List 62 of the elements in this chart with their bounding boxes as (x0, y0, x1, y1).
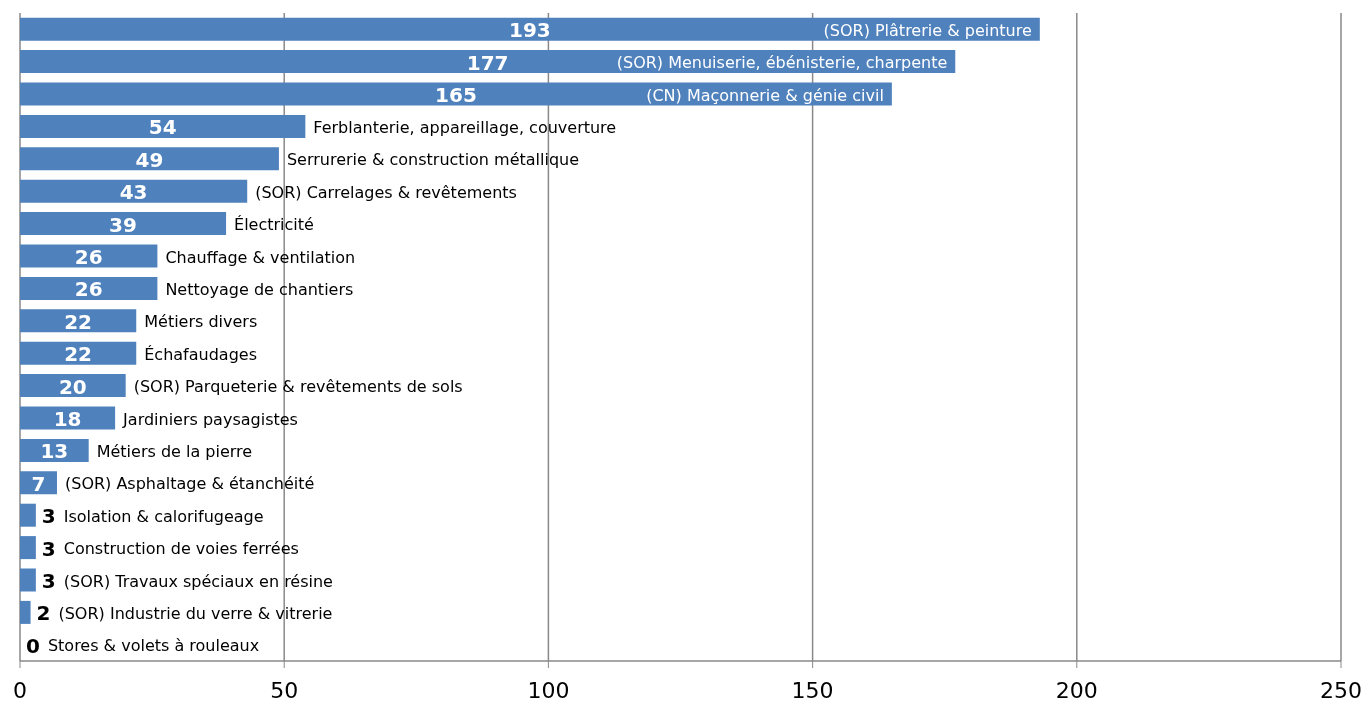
bar (20, 374, 126, 398)
x-tick-label: 0 (13, 677, 27, 703)
x-tick-label: 50 (270, 677, 299, 703)
bar (20, 114, 306, 138)
bar (20, 536, 36, 560)
y-tick-label: Stores & volets à rouleaux (47, 636, 260, 656)
y-tick-label: (SOR) Plâtrerie & peinture (823, 20, 1032, 40)
y-tick-label: (SOR) Industrie du verre & vitrerie (58, 603, 333, 623)
bar (20, 341, 137, 365)
y-tick-label: Électricité (234, 215, 314, 235)
y-tick-label: Chauffage & ventilation (165, 247, 356, 267)
y-tick-label: Métiers de la pierre (96, 441, 253, 461)
data-label: 3 (41, 504, 56, 529)
y-tick-label: Jardiniers paysagistes (122, 409, 298, 429)
bar (20, 568, 36, 592)
bar (20, 179, 248, 203)
y-tick-label: Ferblanterie, appareillage, couverture (313, 117, 617, 137)
data-label: 0 (26, 633, 40, 658)
y-tick-label: (SOR) Menuiserie, ébénisterie, charpente (616, 53, 948, 73)
bar (20, 503, 36, 527)
x-tick-label: 250 (1320, 677, 1362, 703)
y-tick-label: Isolation & calorifugeage (63, 506, 264, 526)
y-tick-label: (SOR) Carrelages & revêtements (255, 182, 517, 202)
bar (20, 50, 956, 74)
data-label: 7 (31, 471, 46, 496)
bar (20, 309, 137, 333)
bar (20, 82, 892, 106)
y-tick-label: Métiers divers (144, 312, 258, 332)
data-label: 49 (135, 147, 164, 172)
x-tick-label: 150 (791, 677, 834, 703)
data-label: 22 (64, 309, 93, 334)
y-tick-label: Échafaudages (144, 344, 257, 364)
y-tick-label: Nettoyage de chantiers (165, 279, 354, 299)
data-label: 20 (58, 374, 87, 399)
data-label: 2 (36, 601, 51, 626)
bar (20, 276, 158, 300)
data-label: 13 (40, 439, 69, 464)
bar (20, 212, 227, 236)
data-label: 54 (148, 115, 177, 140)
y-tick-label: Serrurerie & construction métallique (286, 150, 580, 170)
bar (20, 600, 31, 624)
x-tick-label: 100 (527, 677, 570, 703)
data-label: 26 (74, 245, 103, 269)
bar (20, 244, 158, 268)
y-tick-label: Construction de voies ferrées (63, 539, 299, 559)
data-label: 18 (53, 407, 82, 431)
data-label: 193 (509, 18, 551, 43)
data-label: 22 (64, 342, 93, 367)
bar (20, 147, 279, 171)
data-label: 165 (435, 83, 477, 107)
data-label: 26 (74, 277, 103, 302)
y-tick-label: (CN) Maçonnerie & génie civil (646, 85, 884, 105)
y-tick-label: (SOR) Asphaltage & étanchéité (64, 474, 315, 494)
y-tick-label: (SOR) Travaux spéciaux en résine (63, 571, 333, 591)
data-label: 3 (41, 569, 56, 593)
data-label: 43 (119, 180, 148, 205)
data-label: 177 (466, 50, 509, 75)
x-tick-label: 200 (1055, 677, 1098, 703)
data-label: 3 (41, 536, 56, 561)
data-label: 39 (109, 212, 137, 237)
bar (20, 17, 1040, 41)
y-tick-label: (SOR) Parqueterie & revêtements de sols (133, 377, 463, 397)
